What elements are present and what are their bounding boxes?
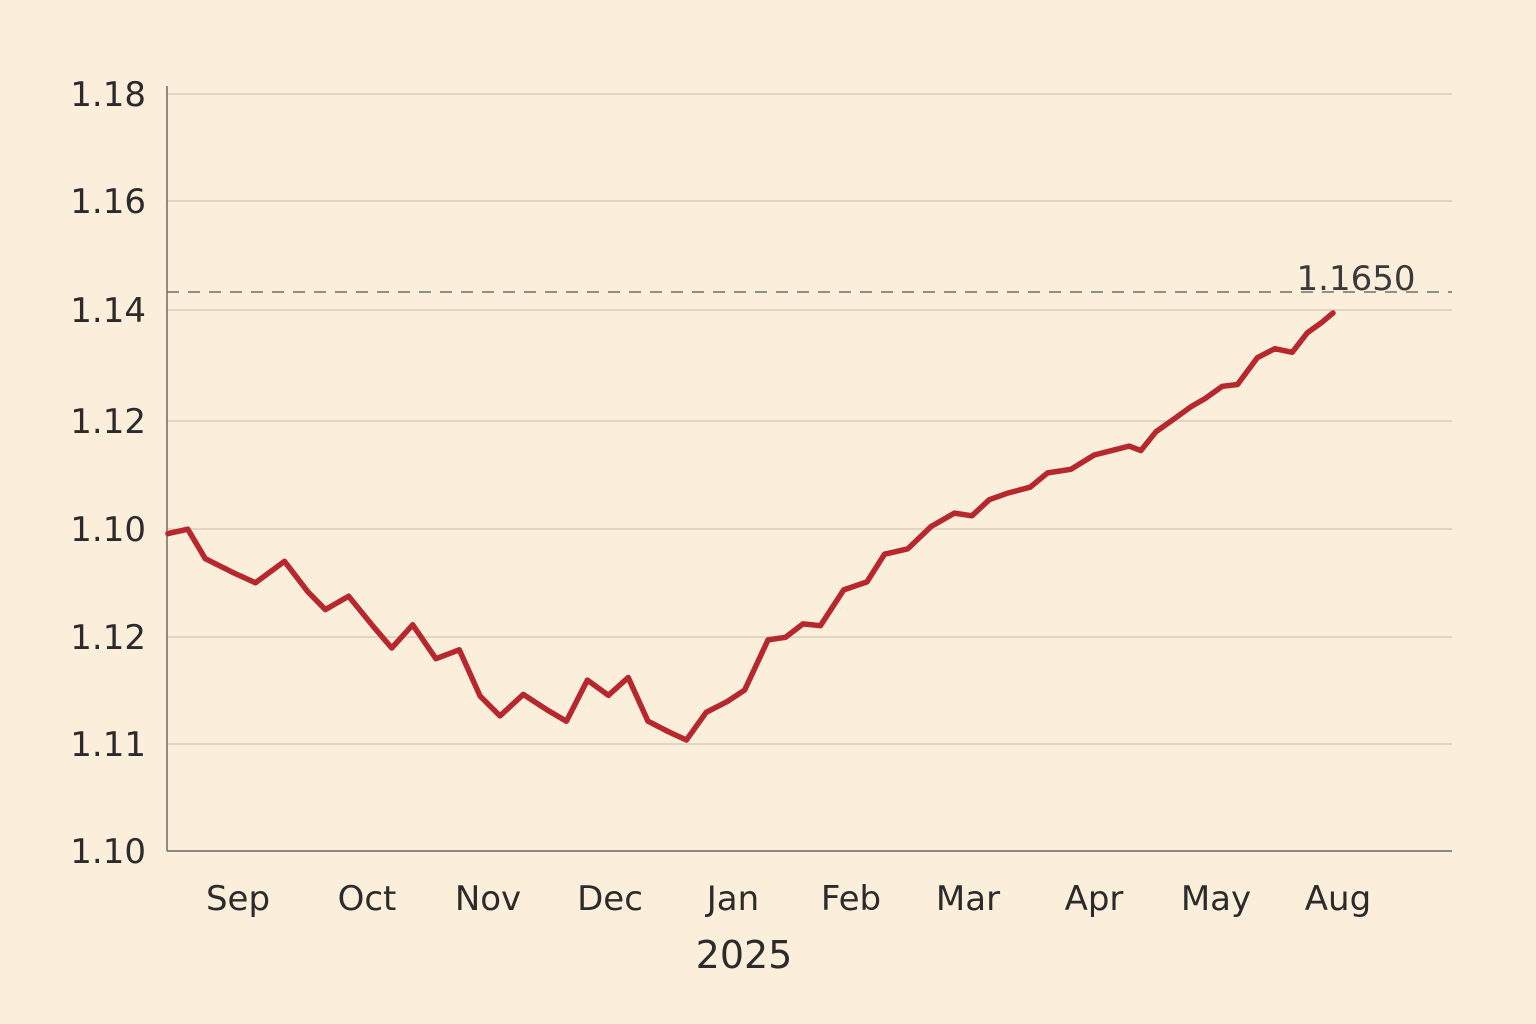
x-tick-label: Sep [206,879,270,919]
y-tick-label: 1.10 [70,510,146,550]
reference-line-label: 1.1650 [1297,259,1416,299]
x-tick-label: Nov [455,879,521,919]
y-tick-label: 1.18 [70,75,146,115]
y-tick-label: 1.12 [70,618,146,658]
x-tick-label: Jan [705,879,759,919]
x-axis-tick-labels: Sep Oct Nov Dec Jan Feb Mar Apr May Aug [206,879,1371,919]
series-line [165,310,1336,743]
x-axis-year-label: 2025 [696,933,793,977]
x-tick-label: Oct [338,879,397,919]
x-tick-label: Aug [1305,879,1371,919]
x-tick-label: Dec [577,879,643,919]
y-axis-tick-labels: 1.18 1.16 1.14 1.12 1.10 1.12 1.11 1.10 [70,75,146,872]
x-tick-label: Apr [1065,879,1124,919]
reference-line-group: 1.1650 [167,259,1452,299]
y-tick-label: 1.16 [70,182,146,222]
axes [166,86,1452,852]
x-tick-label: Mar [936,879,1000,919]
y-tick-label: 1.12 [70,402,146,442]
y-tick-label: 1.10 [70,832,146,872]
y-tick-label: 1.14 [70,291,146,331]
series-group [165,310,1336,743]
x-tick-label: May [1181,879,1251,919]
x-tick-label: Feb [821,879,881,919]
y-tick-label: 1.11 [70,725,146,765]
